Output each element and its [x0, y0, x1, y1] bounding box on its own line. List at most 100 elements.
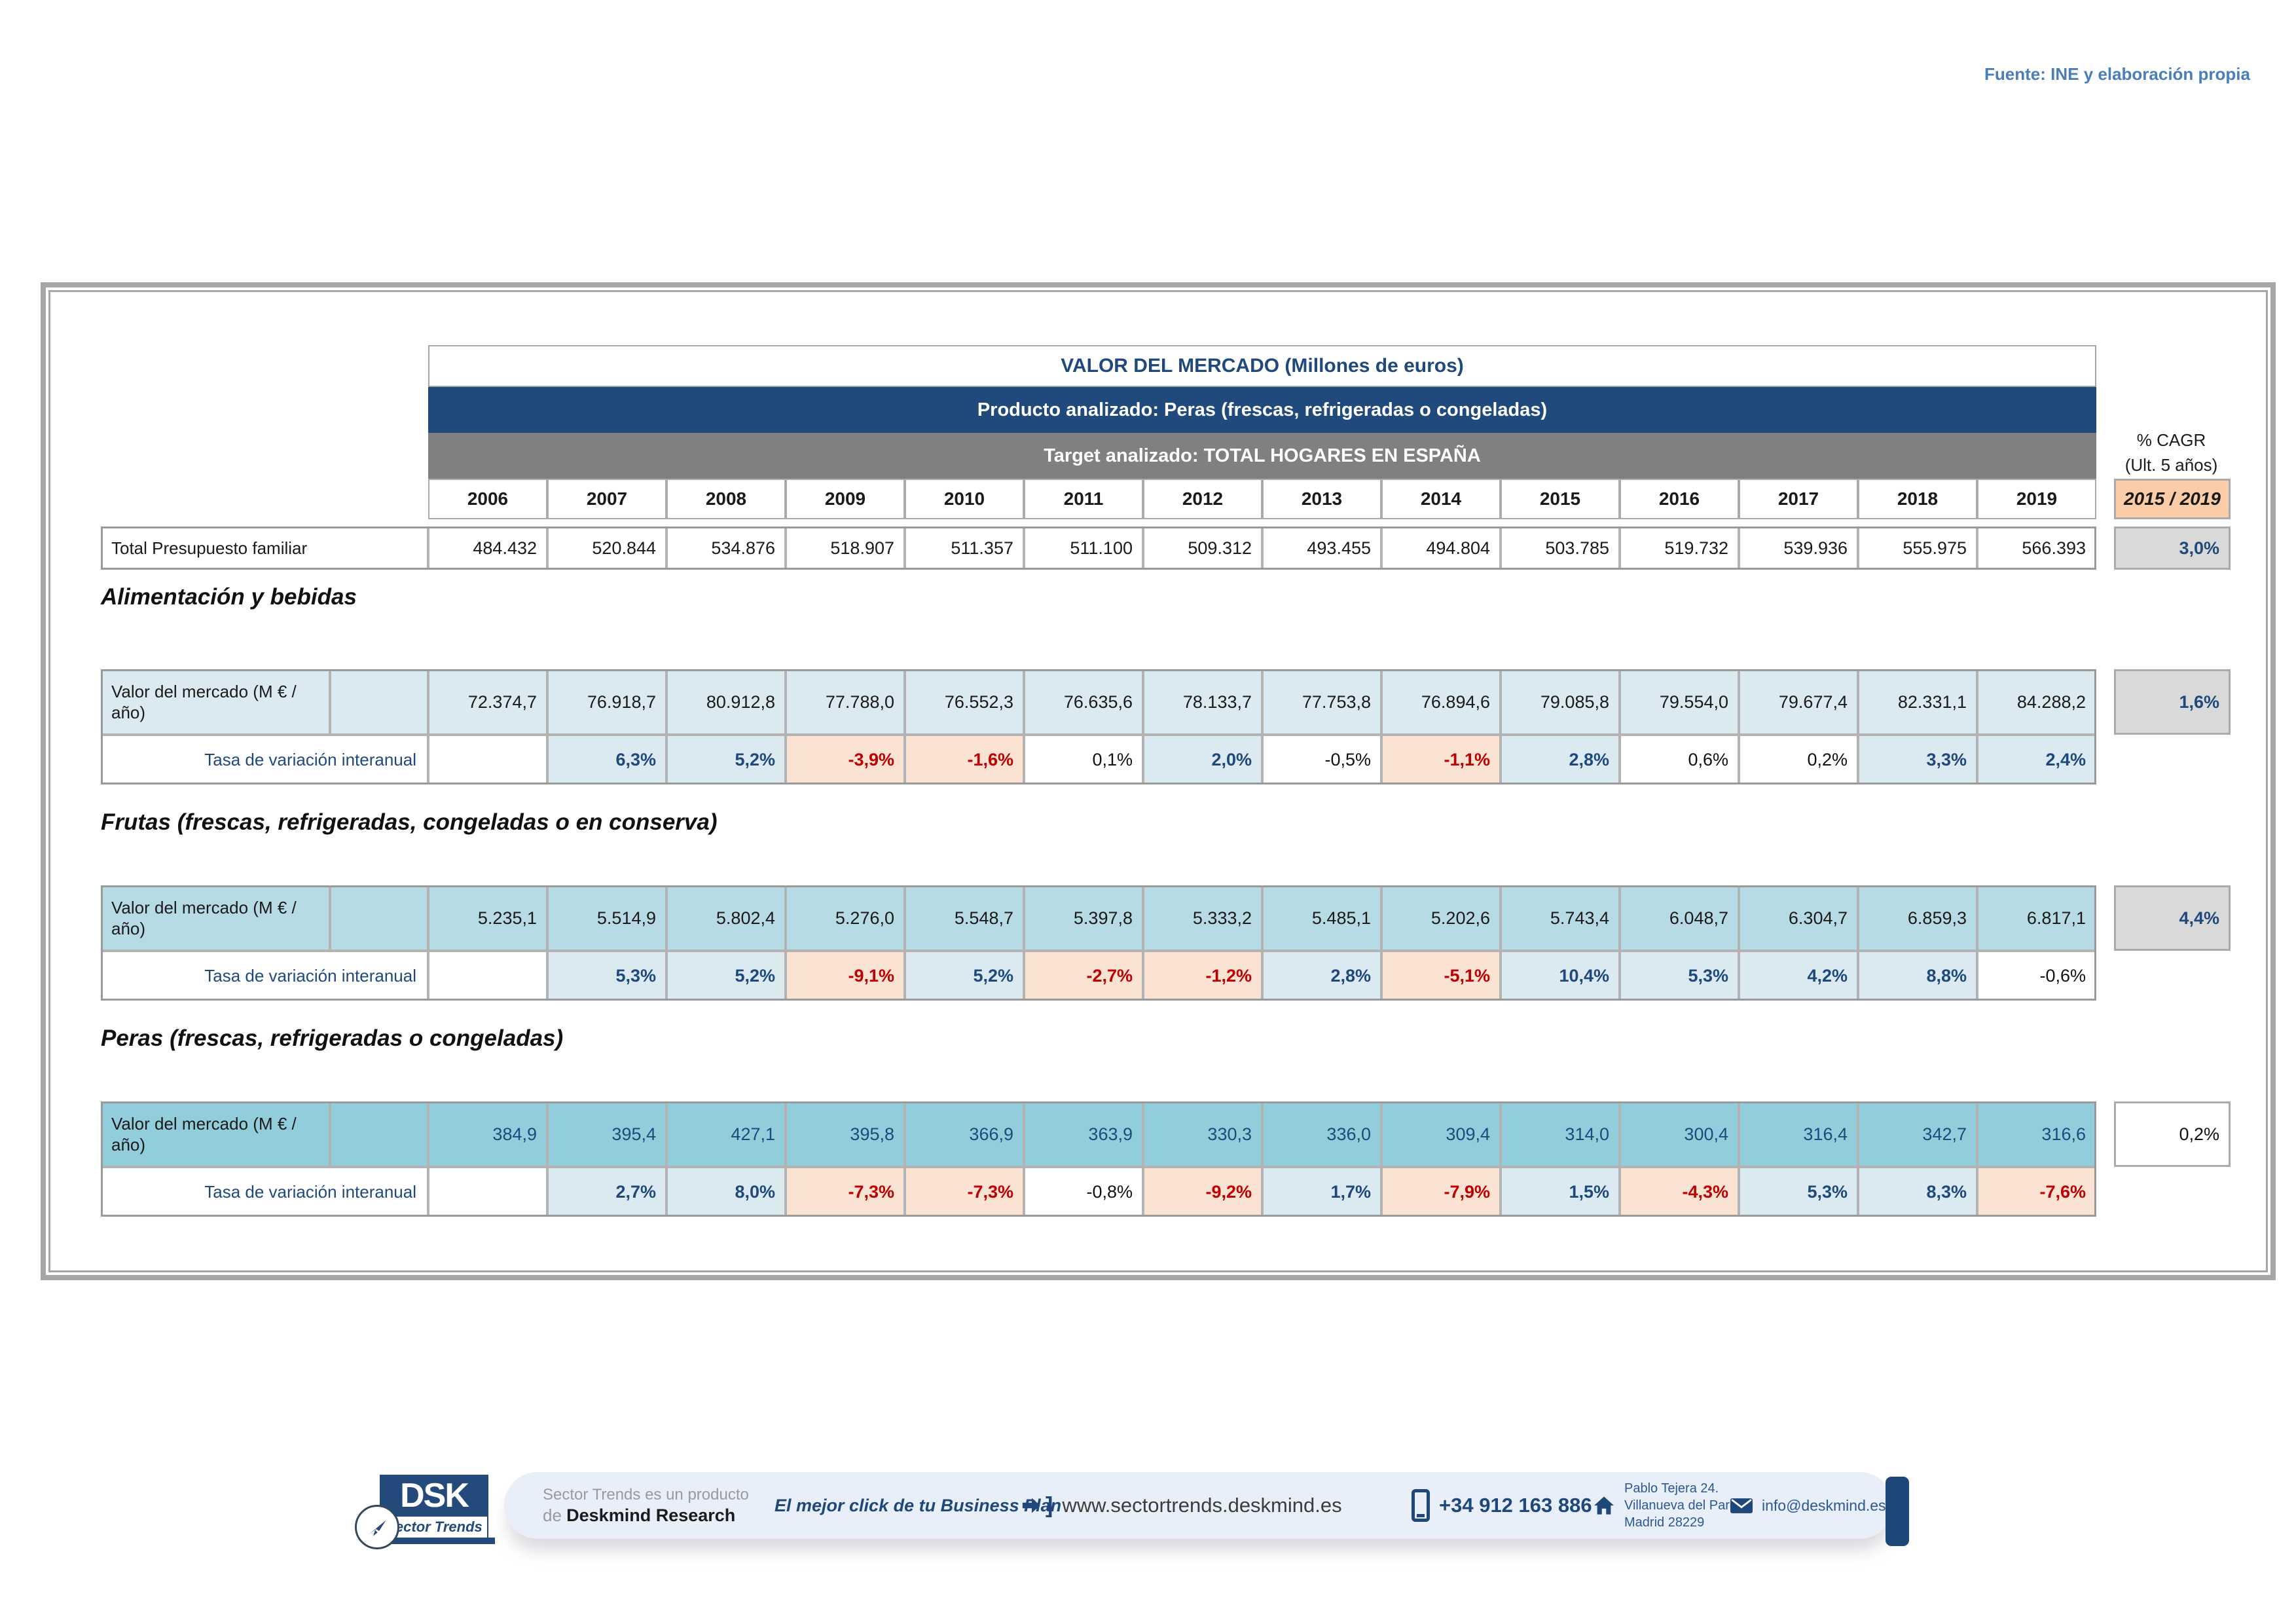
tasa-value: -1,6%: [905, 735, 1024, 784]
year-header: 2007: [547, 479, 666, 519]
market-value: 5.548,7: [905, 885, 1024, 951]
section-table-alimentacion: Valor del mercado (M € / año) 72.374,7 7…: [101, 669, 2231, 784]
tasa-label: Tasa de variación interanual: [101, 735, 428, 784]
market-value-label: Valor del mercado (M € / año): [101, 669, 330, 735]
year-header: 2016: [1620, 479, 1739, 519]
tasa-value: -9,2%: [1143, 1167, 1262, 1217]
market-value: 6.304,7: [1739, 885, 1858, 951]
market-value: 5.802,4: [666, 885, 786, 951]
budget-cagr-value: 3,0%: [2114, 526, 2231, 570]
tasa-value: 2,0%: [1143, 735, 1262, 784]
footer-website: ] www.sectortrends.deskmind.es: [1021, 1473, 1342, 1538]
empty-cell: [2114, 951, 2231, 1001]
market-value: 5.333,2: [1143, 885, 1262, 951]
address-line3: Madrid 28229: [1624, 1515, 1705, 1530]
budget-value: 566.393: [1977, 526, 2096, 570]
budget-value: 509.312: [1143, 526, 1262, 570]
market-value-label: Valor del mercado (M € / año): [101, 1101, 330, 1167]
envelope-icon: [1730, 1498, 1753, 1513]
tasa-value: 0,6%: [1620, 735, 1739, 784]
tasa-value: 6,3%: [547, 735, 666, 784]
year-header: 2015: [1501, 479, 1620, 519]
cagr-header-line2: (Ult. 5 años): [2124, 455, 2218, 475]
phone-number[interactable]: +34 912 163 886: [1439, 1494, 1592, 1517]
budget-value: 539.936: [1739, 526, 1858, 570]
section-heading-peras: Peras (frescas, refrigeradas o congelada…: [101, 1025, 564, 1051]
address-line1: Pablo Tejera 24.: [1624, 1481, 1719, 1496]
market-value: 76.918,7: [547, 669, 666, 735]
address-line2: Villanueva del Pardillo: [1624, 1498, 1753, 1513]
budget-value: 520.844: [547, 526, 666, 570]
budget-value: 484.432: [428, 526, 547, 570]
tasa-value: -7,9%: [1381, 1167, 1501, 1217]
budget-row: Total Presupuesto familiar 484.432 520.8…: [101, 526, 2231, 570]
tasa-value: -7,3%: [905, 1167, 1024, 1217]
tasa-value: 3,3%: [1858, 735, 1977, 784]
market-value: 5.202,6: [1381, 885, 1501, 951]
market-value: 5.235,1: [428, 885, 547, 951]
year-header: 2006: [428, 479, 547, 519]
budget-value: 555.975: [1858, 526, 1977, 570]
market-value: 6.817,1: [1977, 885, 2096, 951]
website-link[interactable]: www.sectortrends.deskmind.es: [1062, 1494, 1342, 1517]
tasa-value: 5,3%: [547, 951, 666, 1001]
report-frame: VALOR DEL MERCADO (Millones de euros) Pr…: [41, 282, 2276, 1280]
section-heading-frutas: Frutas (frescas, refrigeradas, congelada…: [101, 809, 718, 835]
target-analyzed-bar: Target analizado: TOTAL HOGARES EN ESPAÑ…: [428, 433, 2096, 479]
empty-cell: [330, 669, 428, 735]
budget-value: 494.804: [1381, 526, 1501, 570]
tasa-blank-cell: [428, 1167, 547, 1217]
empty-cell: [330, 1101, 428, 1167]
market-value: 76.894,6: [1381, 669, 1501, 735]
section-table-peras: Valor del mercado (M € / año) 384,9 395,…: [101, 1101, 2231, 1217]
footer-credit-line2: de Deskmind Research: [543, 1505, 735, 1526]
email-link[interactable]: info@deskmind.es: [1762, 1496, 1886, 1514]
market-value: 342,7: [1858, 1101, 1977, 1167]
year-header: 2008: [666, 479, 786, 519]
market-value: 6.859,3: [1858, 885, 1977, 951]
empty-cell: [2114, 1167, 2231, 1217]
year-header: 2013: [1262, 479, 1381, 519]
market-value: 314,0: [1501, 1101, 1620, 1167]
column-gap: [2096, 735, 2114, 784]
budget-label: Total Presupuesto familiar: [101, 526, 428, 570]
column-gap: [2096, 526, 2114, 570]
tasa-value: 8,8%: [1858, 951, 1977, 1001]
dsk-logo-underbar: [382, 1538, 495, 1544]
tasa-value: 5,2%: [905, 951, 1024, 1001]
cagr-column-header: % CAGR (Ult. 5 años): [2104, 428, 2238, 477]
market-value: 395,8: [786, 1101, 905, 1167]
market-value: 6.048,7: [1620, 885, 1739, 951]
footer-email: info@deskmind.es: [1730, 1473, 1886, 1538]
tasa-value: 0,1%: [1024, 735, 1143, 784]
arrow-icon: [1022, 1498, 1040, 1513]
tasa-value: -0,8%: [1024, 1167, 1143, 1217]
market-value: 79.677,4: [1739, 669, 1858, 735]
footer-tagline: El mejor click de tu Business Plan: [774, 1495, 1062, 1515]
section-heading-alimentacion: Alimentación y bebidas: [101, 584, 357, 610]
table-title: VALOR DEL MERCADO (Millones de euros): [428, 345, 2096, 387]
tasa-value: 4,2%: [1739, 951, 1858, 1001]
source-note: Fuente: INE y elaboración propia: [1984, 64, 2250, 84]
market-value: 5.514,9: [547, 885, 666, 951]
tasa-value: 8,3%: [1858, 1167, 1977, 1217]
column-gap: [2096, 1101, 2114, 1167]
year-header: 2018: [1858, 479, 1977, 519]
house-icon: [1594, 1496, 1614, 1515]
column-gap: [2096, 885, 2114, 951]
tasa-value: -7,3%: [786, 1167, 905, 1217]
footer-accent-bar: [1886, 1477, 1909, 1546]
tasa-value: 0,2%: [1739, 735, 1858, 784]
market-table-header: VALOR DEL MERCADO (Millones de euros) Pr…: [101, 345, 2235, 519]
market-value: 76.635,6: [1024, 669, 1143, 735]
tasa-value: 10,4%: [1501, 951, 1620, 1001]
budget-value: 511.357: [905, 526, 1024, 570]
budget-value: 511.100: [1024, 526, 1143, 570]
year-header: 2017: [1739, 479, 1858, 519]
tasa-value: 8,0%: [666, 1167, 786, 1217]
market-value: 5.276,0: [786, 885, 905, 951]
tasa-value: 1,5%: [1501, 1167, 1620, 1217]
product-analyzed-bar: Producto analizado: Peras (frescas, refr…: [428, 387, 2096, 433]
market-value: 72.374,7: [428, 669, 547, 735]
